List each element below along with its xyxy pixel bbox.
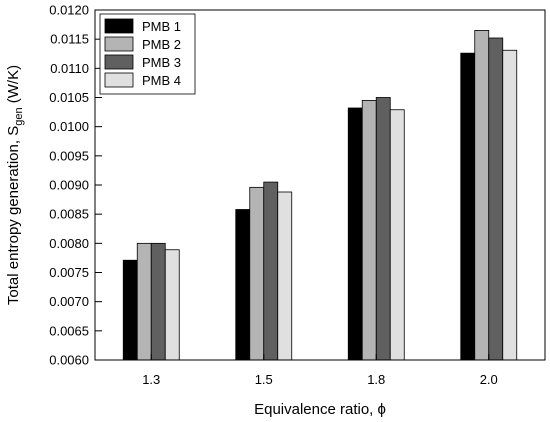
x-tick-label: 2.0	[480, 372, 498, 387]
y-tick-label: 0.0120	[49, 3, 89, 18]
y-axis-title-main: Total entropy generation, S	[5, 126, 22, 305]
x-tick-label: 1.3	[142, 372, 160, 387]
bar-pmb-1-1.3	[122, 259, 138, 361]
legend-swatch	[104, 18, 134, 34]
y-tick-label: 0.0110	[50, 61, 89, 76]
bar-pmb-4-1.5	[277, 191, 293, 361]
y-axis-title-subscript: gen	[13, 107, 25, 125]
bar-pmb-3-1.3	[150, 242, 166, 361]
bar-pmb-2-2.0	[474, 30, 490, 361]
y-tick-label: 0.0105	[49, 90, 89, 105]
bar-pmb-2-1.8	[361, 100, 377, 361]
bar-pmb-1-1.8	[347, 107, 363, 361]
y-tick-label: 0.0100	[49, 119, 89, 134]
bar-pmb-1-1.5	[235, 209, 251, 361]
legend-label: PMB 4	[142, 73, 181, 88]
y-tick-label: 0.0070	[49, 294, 89, 309]
x-tick-label: 1.8	[367, 372, 385, 387]
x-axis: 1.3 1.5 1.8 2.0	[142, 354, 498, 387]
y-axis-title-unit: (W/K)	[5, 65, 22, 108]
y-tick-label: 0.0095	[49, 148, 89, 163]
bar-pmb-1-2.0	[460, 52, 476, 361]
y-tick-label: 0.0080	[49, 236, 89, 251]
y-axis-title: Total entropy generation, Sgen (W/K)	[5, 65, 25, 305]
y-tick-label: 0.0085	[49, 207, 89, 222]
y-tick-label: 0.0075	[49, 265, 89, 280]
y-tick-label: 0.0065	[49, 323, 89, 338]
legend-label: PMB 3	[142, 55, 181, 70]
x-axis-title: Equivalence ratio, ϕ	[254, 401, 386, 418]
y-tick-label: 0.0060	[49, 353, 89, 368]
legend-label: PMB 2	[142, 37, 181, 52]
x-tick-label: 1.5	[255, 372, 273, 387]
legend-label: PMB 1	[142, 19, 181, 34]
legend-swatch	[104, 54, 134, 70]
bar-pmb-3-1.8	[375, 97, 391, 361]
bar-pmb-3-1.5	[263, 181, 279, 361]
legend: PMB 1 PMB 2 PMB 3 PMB 4	[99, 13, 196, 95]
bar-pmb-4-1.8	[389, 109, 405, 361]
legend-swatch	[104, 72, 134, 88]
bar-pmb-2-1.5	[249, 186, 265, 361]
y-tick-label: 0.0090	[49, 178, 89, 193]
bar-pmb-4-1.3	[164, 249, 180, 361]
bar-pmb-4-2.0	[502, 49, 518, 361]
y-tick-label: 0.0115	[50, 32, 89, 47]
legend-swatch	[104, 36, 134, 52]
bar-pmb-2-1.3	[136, 242, 152, 361]
y-axis: 0.0060 0.0065 0.0070 0.0075 0.0080 0.0085 0.00…	[49, 3, 102, 368]
bar-pmb-3-2.0	[488, 37, 504, 361]
